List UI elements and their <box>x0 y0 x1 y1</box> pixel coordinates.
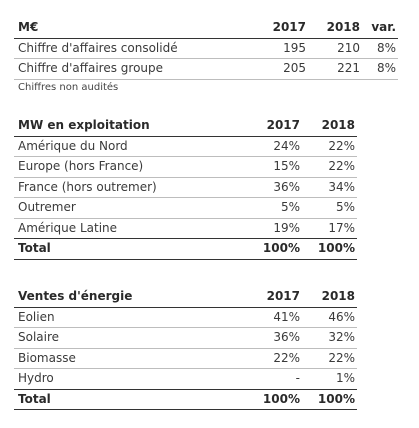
row-label: Chiffre d'affaires consolidé <box>18 40 178 55</box>
revenue-table: M€ 2017 2018 var. Chiffre d'affaires con… <box>14 18 398 80</box>
row-label: Eolien <box>18 309 55 324</box>
value-2017: 5% <box>280 200 300 214</box>
value-2017: - <box>295 371 300 385</box>
header-unit: M€ <box>18 20 39 34</box>
header-2017: 2017 <box>266 118 300 132</box>
header-title: MW en exploitation <box>18 118 150 132</box>
table-row: Solaire 36% 32% <box>14 328 357 349</box>
total-row: Total 100% 100% <box>14 388 357 410</box>
value-2018: 32% <box>328 330 355 344</box>
value-2018: 5% <box>335 200 355 214</box>
mw-table-header: MW en exploitation 2017 2018 <box>14 116 357 137</box>
header-2017: 2017 <box>272 20 306 34</box>
energy-table-header: Ventes d'énergie 2017 2018 <box>14 287 357 308</box>
table-row: France (hors outremer) 36% 34% <box>14 178 357 198</box>
header-var: var. <box>371 20 396 34</box>
header-2017: 2017 <box>266 289 300 303</box>
value-var: 8% <box>376 40 396 55</box>
value-2018: 22% <box>328 159 355 173</box>
table-row: Outremer 5% 5% <box>14 198 357 219</box>
total-2018: 100% <box>317 391 355 406</box>
total-2017: 100% <box>262 391 300 406</box>
value-2017: 22% <box>273 350 300 365</box>
value-2018: 46% <box>328 309 355 324</box>
value-2017: 36% <box>273 330 300 344</box>
row-label: Amérique Latine <box>18 220 118 235</box>
value-2017: 36% <box>273 179 300 194</box>
value-2017: 195 <box>283 40 306 55</box>
table-row: Amérique du Nord 24% 22% <box>14 137 357 157</box>
total-label: Total <box>18 241 51 255</box>
table-row: Amérique Latine 19% 17% <box>14 219 357 239</box>
value-2018: 17% <box>328 220 355 235</box>
header-2018: 2018 <box>326 20 360 34</box>
value-2017: 205 <box>283 61 306 75</box>
total-label: Total <box>18 391 51 406</box>
row-label: Chiffre d'affaires groupe <box>18 61 164 75</box>
value-var: 8% <box>376 61 396 75</box>
mw-operation-table: MW en exploitation 2017 2018 Amérique du… <box>14 116 357 260</box>
energy-sales-table: Ventes d'énergie 2017 2018 Eolien 41% 46… <box>14 287 357 410</box>
value-2017: 24% <box>273 138 300 153</box>
row-label: Hydro <box>18 371 54 385</box>
value-2018: 22% <box>328 350 355 365</box>
footnote-unaudited: Chiffres non audités <box>18 82 119 93</box>
value-2018: 34% <box>328 179 355 194</box>
row-label: France (hors outremer) <box>18 179 157 194</box>
table-row: Chiffre d'affaires groupe 205 221 8% <box>14 59 398 80</box>
value-2017: 41% <box>273 309 300 324</box>
table-row: Hydro - 1% <box>14 369 357 389</box>
table-row: Chiffre d'affaires consolidé 195 210 8% <box>14 39 398 59</box>
row-label: Solaire <box>18 330 60 344</box>
row-label: Outremer <box>18 200 76 214</box>
total-row: Total 100% 100% <box>14 238 357 260</box>
row-label: Europe (hors France) <box>18 159 144 173</box>
table-row: Biomasse 22% 22% <box>14 349 357 369</box>
value-2018: 1% <box>335 371 355 385</box>
header-2018: 2018 <box>321 118 355 132</box>
value-2018: 221 <box>337 61 360 75</box>
row-label: Biomasse <box>18 350 76 365</box>
header-2018: 2018 <box>321 289 355 303</box>
value-2017: 19% <box>273 220 300 235</box>
table-row: Eolien 41% 46% <box>14 308 357 328</box>
value-2018: 210 <box>337 40 360 55</box>
revenue-table-header: M€ 2017 2018 var. <box>14 18 398 39</box>
row-label: Amérique du Nord <box>18 138 128 153</box>
table-row: Europe (hors France) 15% 22% <box>14 157 357 178</box>
value-2017: 15% <box>273 159 300 173</box>
total-2018: 100% <box>317 241 355 255</box>
header-title: Ventes d'énergie <box>18 289 133 303</box>
value-2018: 22% <box>328 138 355 153</box>
total-2017: 100% <box>262 241 300 255</box>
